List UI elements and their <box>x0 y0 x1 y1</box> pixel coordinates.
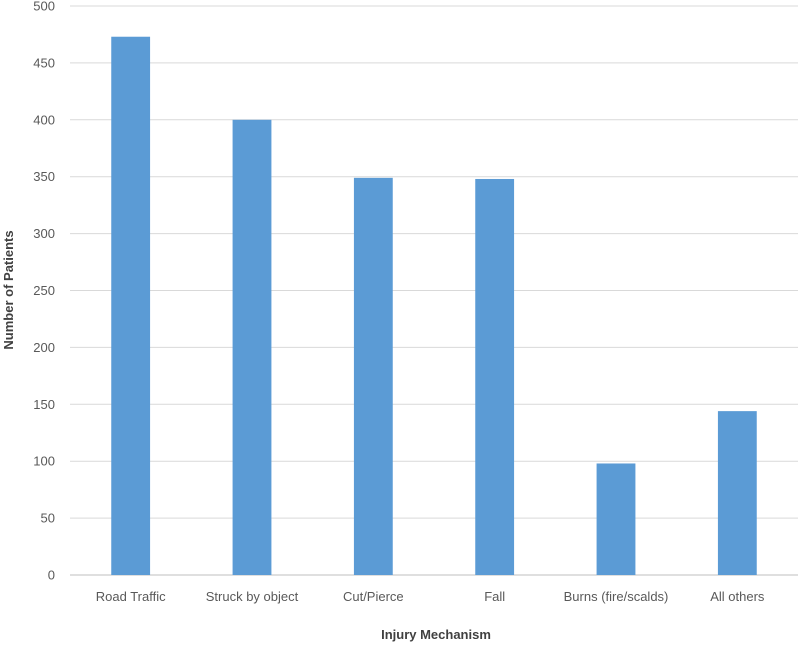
x-axis-title: Injury Mechanism <box>381 627 491 642</box>
y-tick-label: 350 <box>33 169 55 184</box>
y-tick-label: 0 <box>48 568 55 583</box>
bar <box>475 178 515 575</box>
x-tick-label: Burns (fire/scalds) <box>564 589 669 604</box>
bar <box>353 177 393 575</box>
x-axis-ticks: Road Traffic Struck by object Cut/Pierce Fa… <box>96 589 765 604</box>
y-axis-ticks: 0 50 100 150 200 250 300 350 400 450 500 <box>33 0 55 583</box>
bars <box>111 36 757 576</box>
y-tick-label: 100 <box>33 454 55 469</box>
bar <box>596 463 636 575</box>
x-tick-label: All others <box>710 589 765 604</box>
y-tick-label: 200 <box>33 340 55 355</box>
y-tick-label: 450 <box>33 55 55 70</box>
y-tick-label: 150 <box>33 397 55 412</box>
y-tick-label: 250 <box>33 283 55 298</box>
bar <box>111 36 151 575</box>
x-tick-label: Struck by object <box>206 589 299 604</box>
x-tick-label: Cut/Pierce <box>343 589 404 604</box>
bar <box>717 411 757 575</box>
gridlines <box>70 5 798 576</box>
y-axis-title: Number of Patients <box>1 230 16 349</box>
y-tick-label: 50 <box>41 511 55 526</box>
bar <box>232 119 272 576</box>
y-tick-label: 300 <box>33 226 55 241</box>
x-tick-label: Road Traffic <box>96 589 166 604</box>
x-tick-label: Fall <box>484 589 505 604</box>
y-tick-label: 500 <box>33 0 55 14</box>
y-tick-label: 400 <box>33 112 55 127</box>
